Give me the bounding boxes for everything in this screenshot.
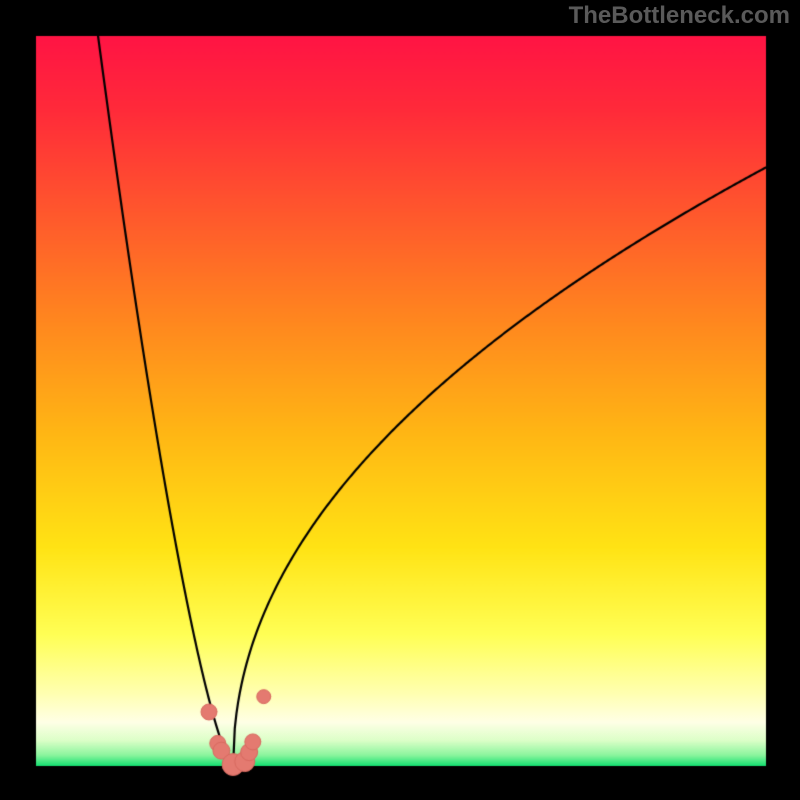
chart-root: TheBottleneck.com bbox=[0, 0, 800, 800]
bottleneck-chart-canvas bbox=[0, 0, 800, 800]
